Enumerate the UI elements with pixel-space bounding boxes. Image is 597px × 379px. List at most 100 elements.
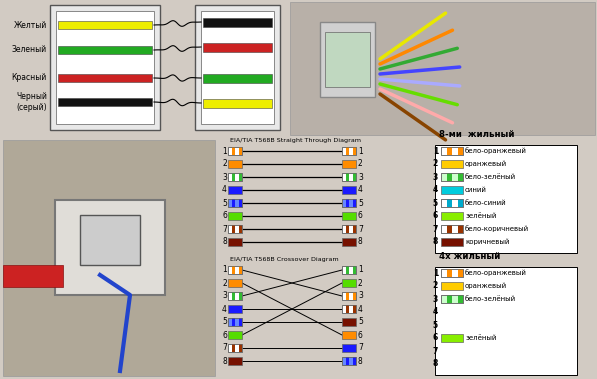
Bar bbox=[58, 46, 152, 54]
Bar bbox=[228, 173, 242, 181]
Bar bbox=[342, 225, 356, 233]
Text: Черный
(серый): Черный (серый) bbox=[16, 92, 47, 112]
Text: коричневый: коричневый bbox=[465, 239, 509, 245]
Bar bbox=[238, 199, 242, 207]
Text: 5: 5 bbox=[358, 318, 363, 326]
Text: 5: 5 bbox=[222, 318, 227, 326]
Bar bbox=[447, 147, 452, 155]
Bar bbox=[342, 147, 356, 155]
Bar bbox=[441, 199, 463, 207]
Text: 3: 3 bbox=[433, 294, 438, 304]
Text: бело-зелёный: бело-зелёный bbox=[465, 296, 516, 302]
Bar bbox=[447, 173, 452, 181]
Bar bbox=[352, 305, 356, 313]
Text: 8: 8 bbox=[222, 357, 227, 365]
Bar bbox=[342, 344, 356, 352]
Bar bbox=[342, 238, 356, 246]
Bar bbox=[325, 32, 370, 87]
Bar bbox=[290, 2, 595, 135]
Text: 4: 4 bbox=[222, 185, 227, 194]
Bar bbox=[58, 98, 152, 106]
Bar bbox=[441, 186, 463, 194]
Bar bbox=[228, 199, 242, 207]
Text: синий: синий bbox=[465, 187, 487, 193]
Bar bbox=[342, 266, 356, 274]
Bar bbox=[238, 266, 242, 274]
Text: 5: 5 bbox=[433, 199, 438, 207]
Bar bbox=[238, 292, 242, 300]
Bar bbox=[346, 305, 349, 313]
Text: 1: 1 bbox=[358, 266, 363, 274]
Text: 8: 8 bbox=[358, 357, 363, 365]
Bar bbox=[228, 212, 242, 220]
Text: 4: 4 bbox=[433, 307, 438, 316]
Bar bbox=[3, 265, 63, 287]
Text: бело-коричневый: бело-коричневый bbox=[465, 226, 529, 232]
Bar bbox=[342, 225, 356, 233]
Text: 8: 8 bbox=[358, 238, 363, 246]
Text: 7: 7 bbox=[222, 224, 227, 233]
Text: бело-зелёный: бело-зелёный bbox=[465, 174, 516, 180]
Text: зелёный: зелёный bbox=[465, 213, 496, 219]
Text: 2: 2 bbox=[358, 279, 363, 288]
Bar bbox=[441, 160, 463, 168]
Text: 5: 5 bbox=[358, 199, 363, 207]
Bar bbox=[232, 173, 235, 181]
Bar bbox=[228, 238, 242, 246]
Bar bbox=[457, 269, 463, 277]
Text: 6: 6 bbox=[222, 211, 227, 221]
Text: 5: 5 bbox=[433, 321, 438, 329]
Bar bbox=[228, 279, 242, 287]
Bar bbox=[203, 18, 272, 27]
Bar bbox=[238, 318, 242, 326]
Bar bbox=[55, 200, 165, 295]
Text: 1: 1 bbox=[433, 268, 438, 277]
Text: EIA/TIA T568B Straight Through Diagram: EIA/TIA T568B Straight Through Diagram bbox=[230, 138, 361, 143]
Text: 3: 3 bbox=[358, 172, 363, 182]
Bar bbox=[238, 147, 242, 155]
Bar bbox=[80, 215, 140, 265]
Bar bbox=[232, 225, 235, 233]
Bar bbox=[203, 43, 272, 52]
Bar bbox=[201, 11, 274, 124]
Bar bbox=[342, 292, 356, 300]
Bar bbox=[342, 199, 356, 207]
Bar bbox=[58, 21, 152, 29]
Bar bbox=[441, 212, 463, 220]
Bar bbox=[352, 173, 356, 181]
Bar bbox=[232, 199, 235, 207]
Bar bbox=[346, 292, 349, 300]
Bar bbox=[228, 186, 242, 194]
Bar bbox=[195, 5, 280, 130]
Text: EIA/TIA T568B Crossover Diagram: EIA/TIA T568B Crossover Diagram bbox=[230, 257, 338, 262]
Bar bbox=[342, 173, 356, 181]
Bar bbox=[346, 199, 349, 207]
Bar bbox=[232, 266, 235, 274]
Bar bbox=[228, 173, 242, 181]
Text: 4: 4 bbox=[358, 185, 363, 194]
Bar bbox=[435, 267, 577, 375]
Text: 7: 7 bbox=[358, 224, 363, 233]
Bar bbox=[457, 147, 463, 155]
Text: бело-оранжевый: бело-оранжевый bbox=[465, 147, 527, 154]
Bar bbox=[346, 173, 349, 181]
Bar bbox=[346, 357, 349, 365]
Bar bbox=[228, 331, 242, 339]
Text: 8: 8 bbox=[433, 238, 438, 246]
Bar bbox=[228, 292, 242, 300]
Text: 6: 6 bbox=[358, 330, 363, 340]
Bar bbox=[441, 282, 463, 290]
Text: зелёный: зелёный bbox=[465, 335, 496, 341]
Text: 6: 6 bbox=[358, 211, 363, 221]
Bar bbox=[457, 295, 463, 303]
Text: 1: 1 bbox=[222, 147, 227, 155]
Bar bbox=[342, 318, 356, 326]
Bar bbox=[228, 160, 242, 168]
Text: 2: 2 bbox=[222, 160, 227, 169]
Bar bbox=[342, 331, 356, 339]
Bar bbox=[441, 238, 463, 246]
Bar bbox=[232, 292, 235, 300]
Bar bbox=[232, 318, 235, 326]
Bar bbox=[228, 357, 242, 365]
Bar bbox=[342, 160, 356, 168]
